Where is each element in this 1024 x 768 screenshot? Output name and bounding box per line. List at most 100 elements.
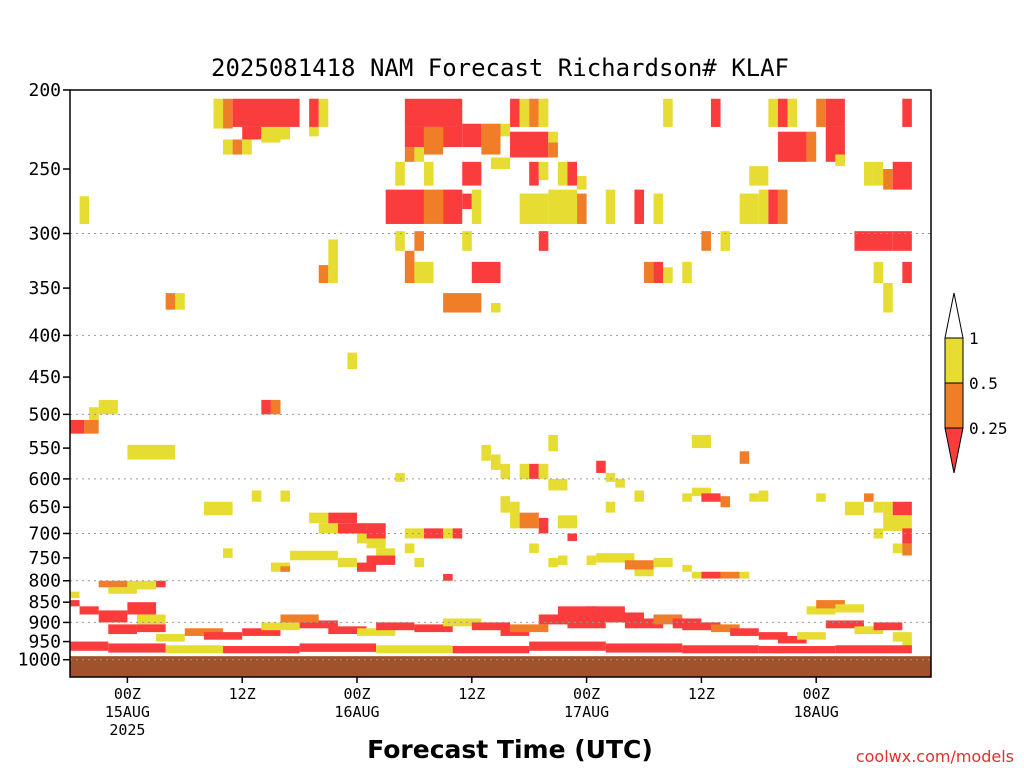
ri-cell-17 [414, 147, 424, 162]
ri-cell-78 [175, 293, 185, 310]
ri-cell-42 [519, 193, 549, 224]
ri-cell-165 [443, 528, 453, 539]
colorbar-bottom-arrow [944, 427, 964, 474]
ri-cell-110 [538, 463, 549, 479]
ri-cell-144 [902, 543, 912, 556]
ri-cell-0 [213, 98, 224, 129]
ri-band-cell-22 [538, 614, 568, 625]
ri-cell-77 [165, 293, 176, 310]
ri-cell-128 [701, 493, 721, 502]
ri-cell-182 [70, 591, 80, 599]
ri-cell-175 [653, 557, 673, 568]
ri-band-cell-12 [299, 620, 338, 629]
ri-band-cell-7 [156, 634, 185, 642]
ri-cell-49 [777, 98, 788, 127]
chart-title: 2025081418 NAM Forecast Richardson# KLAF [211, 54, 789, 82]
ri-cell-69 [710, 98, 721, 127]
ri-cell-152 [318, 523, 338, 534]
ri-cell-134 [816, 493, 826, 502]
ri-cell-177 [682, 564, 692, 572]
ri-cell-100 [873, 261, 884, 284]
ri-cell-184 [127, 580, 157, 590]
ri-band-cell-27 [624, 618, 664, 629]
colorbar-top-arrow [944, 292, 964, 339]
x-tick-label-24-1: 16AUG [334, 703, 379, 721]
ri-cell-55 [825, 98, 845, 127]
ri-cell-95 [682, 261, 692, 284]
ri-cell-161 [337, 557, 357, 568]
ri-cell-13 [404, 126, 424, 148]
ri-cell-48 [768, 98, 778, 127]
ri-cell-53 [806, 131, 817, 162]
ri-band-cell-26 [605, 612, 644, 623]
ri-cell-82 [443, 293, 482, 313]
plot-frame [69, 89, 932, 678]
ri-band-cell-39 [825, 620, 865, 629]
ri-band-cell-45 [108, 643, 166, 653]
ri-cell-60 [873, 161, 884, 186]
ri-cell-94 [663, 267, 673, 284]
ri-cell-90 [462, 231, 472, 251]
ri-band-cell-0 [70, 600, 80, 607]
ri-cell-28 [548, 142, 558, 158]
ri-cell-54 [816, 98, 826, 127]
ri-cell-167 [404, 543, 415, 554]
ri-cell-119 [529, 543, 539, 554]
ri-cell-37 [385, 189, 424, 224]
ri-cell-76 [127, 444, 176, 460]
ri-band-cell-49 [376, 645, 453, 654]
ri-cell-176 [634, 569, 654, 577]
ri-cell-135 [844, 501, 865, 516]
ri-cell-11 [309, 126, 319, 137]
ri-cell-51 [777, 131, 788, 162]
ri-cell-9 [309, 98, 319, 127]
ri-cell-4 [261, 126, 281, 143]
ri-cell-91 [538, 231, 549, 251]
ri-cell-87 [328, 239, 338, 284]
ri-cell-103 [490, 302, 501, 313]
ri-cell-112 [557, 478, 568, 491]
ri-band-cell-15 [357, 628, 396, 636]
ri-cell-41 [471, 189, 482, 224]
ri-cell-36 [423, 161, 434, 186]
ri-cell-88 [395, 231, 405, 251]
y-tick-label-750: 750 [28, 548, 61, 569]
x-tick-label-72-1: 18AUG [794, 703, 839, 721]
ri-cell-185 [156, 580, 166, 588]
ri-cell-170 [548, 557, 558, 568]
x-tick-label-0-2: 2025 [109, 721, 145, 739]
ri-cell-73 [98, 399, 118, 415]
ri-band-cell-24 [567, 618, 606, 629]
ri-cell-92 [644, 261, 654, 284]
ri-cell-44 [567, 189, 578, 224]
y-axis-ticks: 200 250 300 350 400 450 500 550 600 650 700 7508008… [18, 80, 70, 671]
ri-cell-114 [510, 501, 520, 529]
ri-band-cell-44 [70, 641, 109, 651]
ri-cell-96 [701, 231, 711, 251]
ri-cell-61 [883, 168, 893, 190]
y-tick-label-950: 950 [28, 632, 61, 653]
ri-cell-33 [567, 161, 578, 186]
ri-cell-106 [490, 454, 501, 470]
ri-cell-157 [366, 538, 386, 549]
colorbar-label-2: 0.25 [969, 419, 1008, 438]
ri-cell-124 [634, 490, 644, 502]
ri-cell-74 [70, 419, 85, 434]
ri-cell-115 [519, 512, 539, 529]
ri-cell-24 [510, 98, 520, 127]
ri-cell-121 [596, 460, 606, 473]
ri-cell-164 [423, 528, 444, 539]
ri-cell-85 [404, 250, 415, 284]
ri-cell-1 [223, 98, 233, 129]
ri-cell-136 [864, 493, 874, 502]
ri-cell-160 [366, 555, 396, 565]
x-tick-label-12-0: 12Z [229, 685, 256, 703]
ri-cell-163 [404, 528, 424, 539]
ri-cell-63 [758, 189, 769, 224]
ri-cell-143 [892, 543, 903, 554]
ri-cell-180 [720, 571, 740, 579]
ri-band-cell-32 [730, 628, 759, 636]
ri-cell-2 [232, 98, 300, 127]
ri-cell-113 [500, 496, 511, 513]
ri-band-cell-10 [242, 628, 281, 636]
